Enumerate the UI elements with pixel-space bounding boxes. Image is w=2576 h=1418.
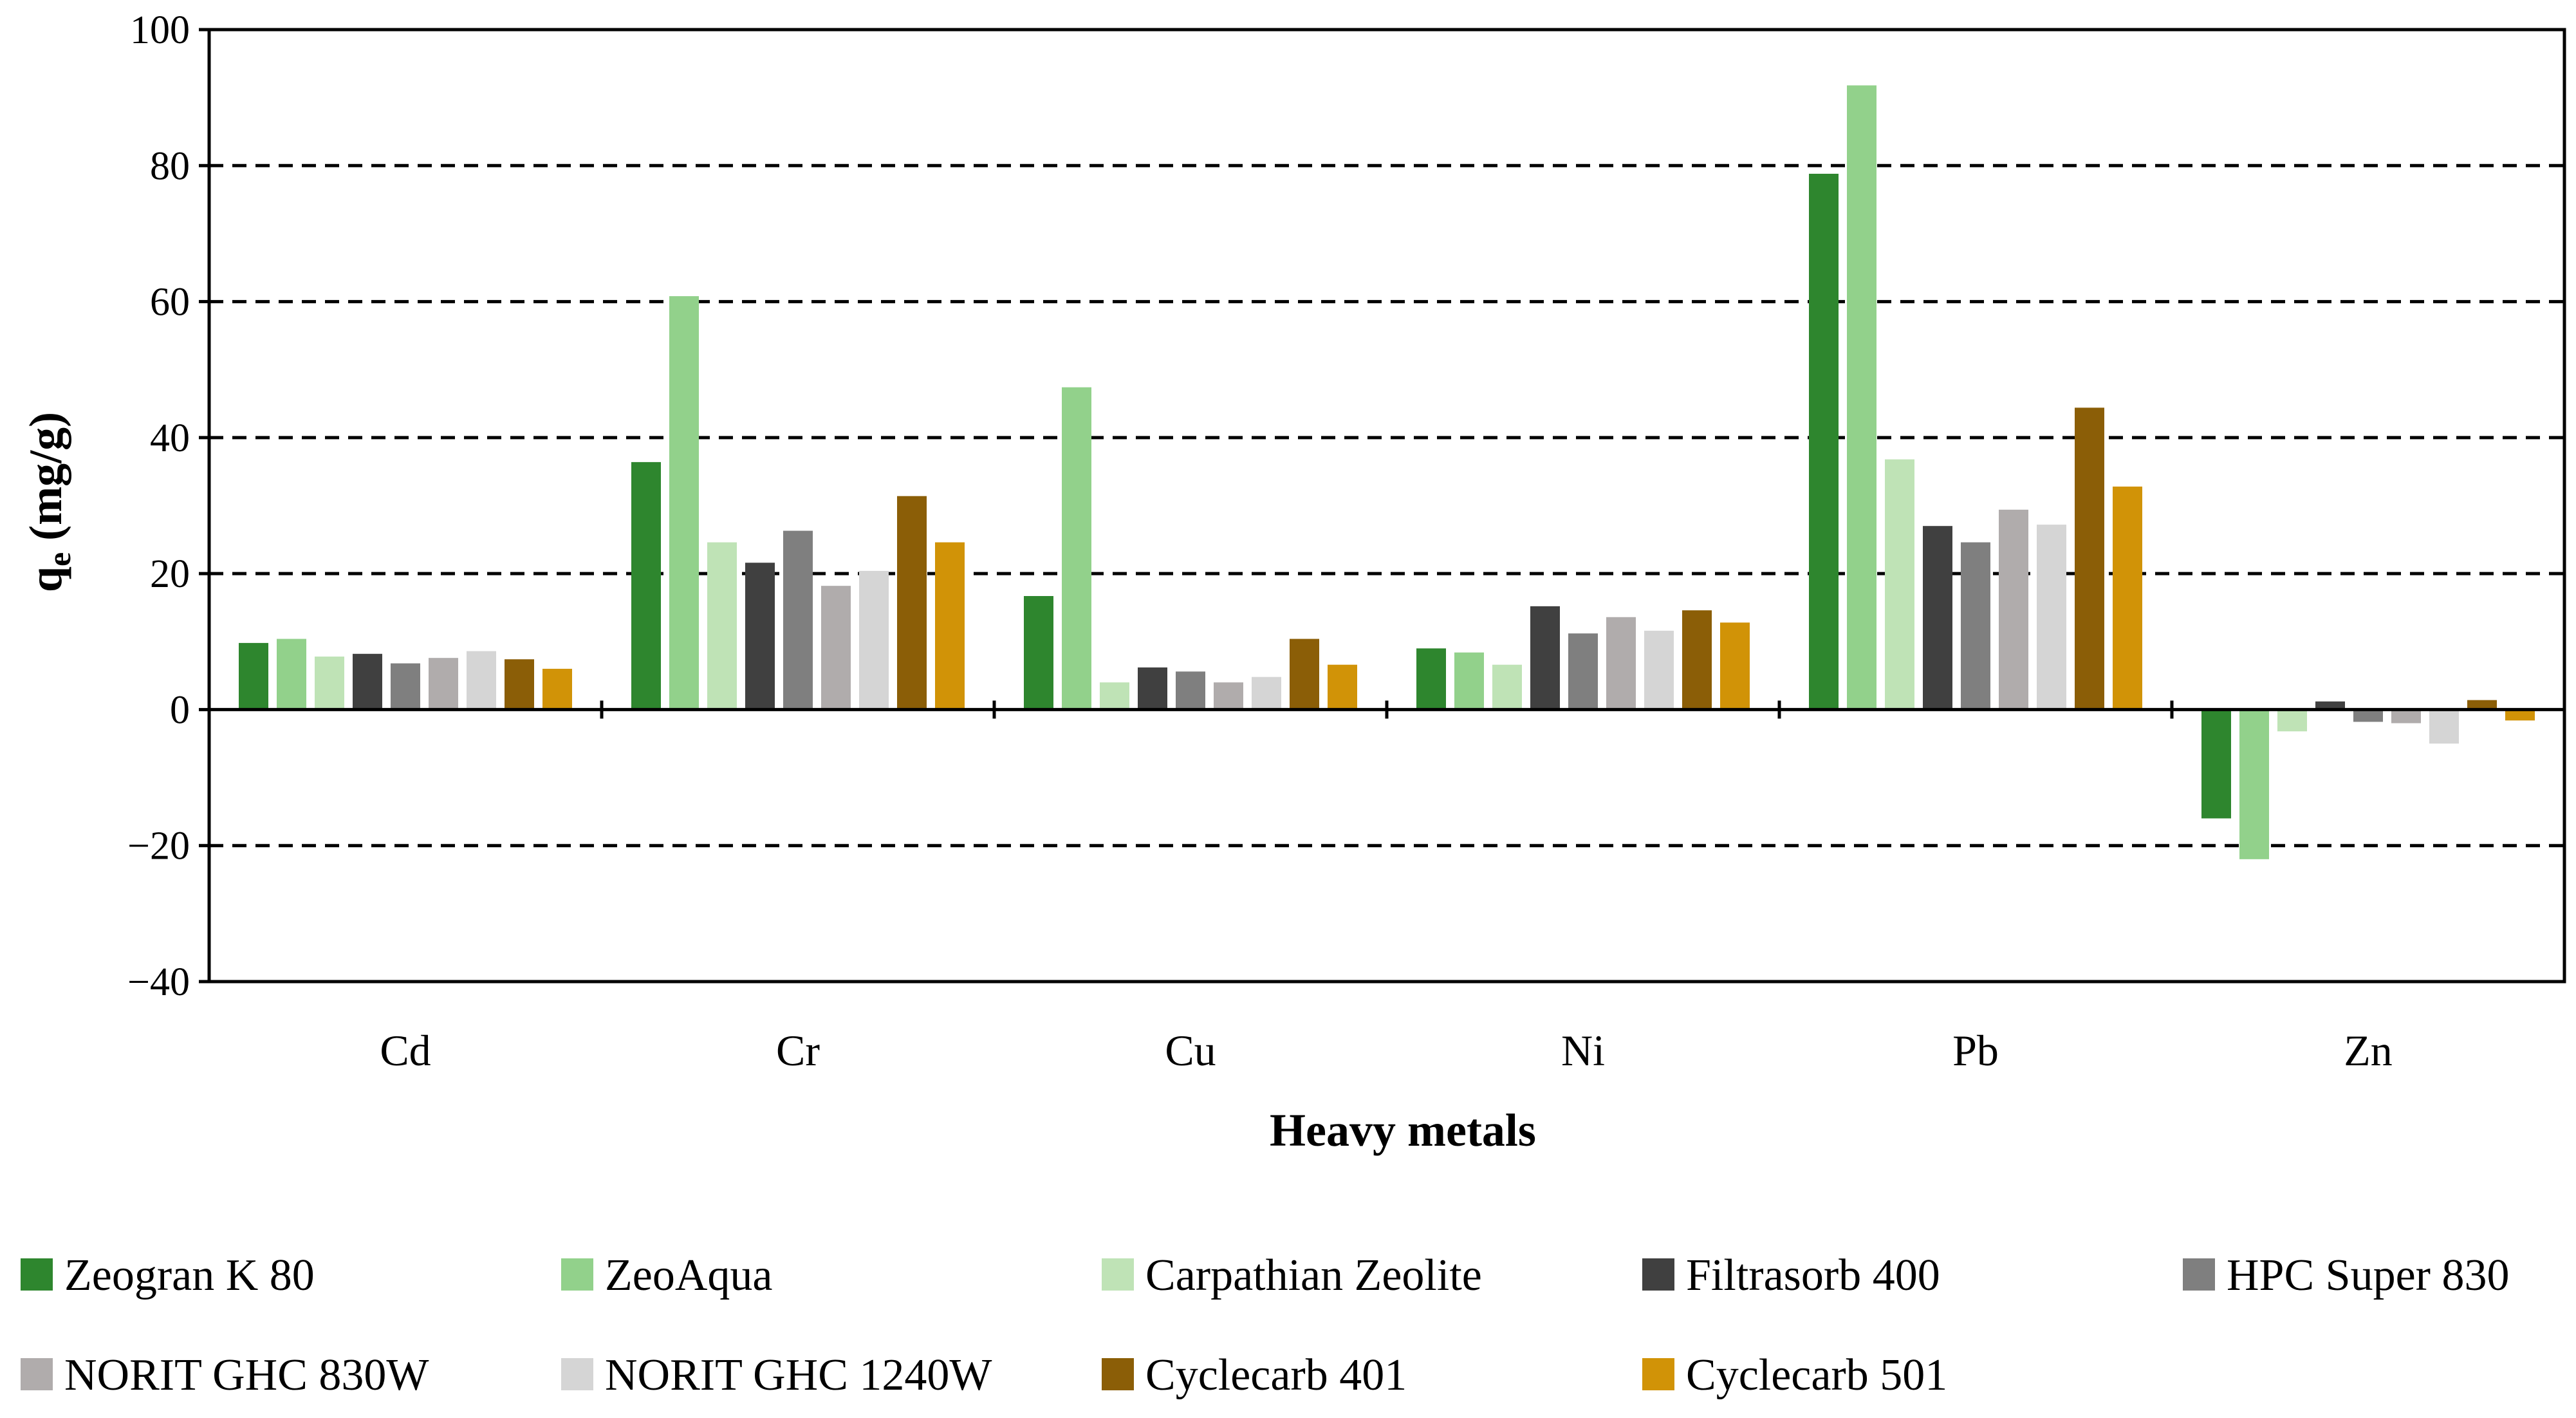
legend-swatch-7 — [1102, 1358, 1134, 1390]
x-category-label: Zn — [2344, 1026, 2393, 1075]
bar-Cd-7 — [505, 659, 534, 710]
bar-Zn-6 — [2429, 709, 2459, 744]
bar-Cd-5 — [429, 658, 458, 710]
legend-swatch-3 — [1642, 1258, 1674, 1291]
bar-Cu-6 — [1252, 676, 1281, 710]
bar-Zn-5 — [2391, 709, 2421, 723]
bar-Cd-3 — [353, 653, 382, 710]
y-tick-label: 80 — [150, 144, 190, 188]
bar-Zn-0 — [2201, 709, 2231, 819]
x-category-labels: Cd Cr Cu Ni Pb Zn — [380, 1026, 2392, 1075]
bar-Cu-8 — [1328, 664, 1357, 710]
bar-Cd-2 — [315, 657, 344, 710]
bar-Zn-1 — [2239, 709, 2269, 859]
legend-swatch-4 — [2183, 1258, 2215, 1291]
y-tick-label: 40 — [150, 416, 190, 460]
legend-swatch-6 — [561, 1358, 593, 1390]
y-tick-label: 60 — [150, 281, 190, 324]
y-axis-title-units: (mg/g) — [20, 412, 71, 552]
bar-Cd-0 — [239, 642, 268, 710]
legend-label-8: Cyclecarb 501 — [1686, 1350, 1947, 1400]
bar-Cr-8 — [935, 542, 965, 710]
legend-label-0: Zeogran K 80 — [64, 1251, 315, 1300]
bar-Ni-5 — [1606, 617, 1636, 710]
x-category-label: Pb — [1952, 1026, 1999, 1075]
legend-label-5: NORIT GHC 830W — [64, 1350, 429, 1400]
x-axis-title: Heavy metals — [1270, 1105, 1536, 1156]
legend-swatch-0 — [21, 1258, 53, 1291]
bar-Cu-0 — [1024, 596, 1053, 710]
bar-Pb-6 — [2037, 525, 2066, 710]
legend-label-2: Carpathian Zeolite — [1145, 1251, 1482, 1300]
legend-label-4: HPC Super 830 — [2227, 1251, 2509, 1300]
bar-Cr-7 — [897, 496, 927, 710]
legend-label-3: Filtrasorb 400 — [1686, 1251, 1940, 1300]
bar-Cr-6 — [859, 570, 889, 710]
bar-Cr-2 — [707, 542, 737, 710]
y-tick-label: −20 — [127, 825, 190, 868]
y-tick-label: 100 — [130, 8, 190, 52]
bar-Ni-8 — [1720, 622, 1750, 710]
y-tick-labels: −40 −20 0 20 40 60 80 100 — [127, 8, 190, 1004]
bar-Cd-1 — [277, 639, 306, 710]
bar-Pb-1 — [1847, 85, 1876, 710]
bar-Pb-5 — [1999, 509, 2028, 710]
axes — [199, 28, 2566, 984]
legend-label-1: ZeoAqua — [605, 1251, 772, 1300]
y-tick-label: 20 — [150, 552, 190, 596]
bar-Zn-8 — [2505, 709, 2535, 721]
x-category-label: Cd — [380, 1026, 431, 1075]
bar-Cu-7 — [1290, 639, 1319, 710]
x-category-label: Cu — [1165, 1026, 1216, 1075]
bar-Cr-4 — [783, 530, 813, 710]
bar-Ni-4 — [1568, 633, 1598, 710]
bar-Zn-4 — [2353, 709, 2383, 722]
bar-Ni-2 — [1492, 664, 1522, 710]
bar-Cu-5 — [1214, 682, 1243, 710]
x-category-label: Cr — [776, 1026, 820, 1075]
bar-Cu-3 — [1138, 667, 1167, 710]
bar-Cu-1 — [1062, 387, 1091, 710]
bar-Ni-6 — [1644, 630, 1674, 710]
y-axis-title: qe (mg/g) — [20, 412, 77, 592]
bar-Cr-0 — [631, 462, 661, 710]
legend-swatch-8 — [1642, 1358, 1674, 1390]
legend-swatch-5 — [21, 1358, 53, 1390]
bar-Cu-4 — [1176, 671, 1205, 710]
bar-Cr-3 — [745, 563, 775, 710]
bar-Cd-6 — [467, 651, 496, 710]
bar-Pb-2 — [1885, 459, 1914, 710]
legend-label-7: Cyclecarb 401 — [1145, 1350, 1407, 1400]
bar-Cu-2 — [1100, 682, 1129, 710]
bar-Zn-7 — [2467, 700, 2497, 710]
bar-Pb-0 — [1809, 173, 1839, 710]
bar-Pb-3 — [1923, 526, 1952, 710]
y-axis-title-subscript: e — [41, 552, 77, 566]
x-category-label: Ni — [1561, 1026, 1605, 1075]
bar-Ni-3 — [1530, 606, 1560, 710]
bar-Pb-4 — [1961, 542, 1990, 710]
bar-Cd-4 — [391, 663, 420, 710]
bar-Pb-7 — [2075, 407, 2104, 710]
bar-Ni-7 — [1682, 610, 1712, 710]
bar-Cr-1 — [669, 296, 699, 710]
bar-Zn-3 — [2315, 701, 2345, 710]
bar-Zn-2 — [2277, 709, 2307, 732]
y-tick-label: 0 — [170, 688, 190, 732]
y-tick-label: −40 — [127, 960, 190, 1004]
bar-Ni-1 — [1454, 652, 1484, 710]
bar-Ni-0 — [1416, 648, 1446, 710]
legend: Zeogran K 80 ZeoAqua Carpathian Zeolite Fil… — [21, 1251, 2509, 1400]
legend-swatch-2 — [1102, 1258, 1134, 1291]
legend-label-6: NORIT GHC 1240W — [605, 1350, 992, 1400]
bar-Cd-8 — [542, 669, 572, 710]
bars — [239, 85, 2535, 859]
bar-Pb-8 — [2113, 486, 2142, 710]
plot-frame — [207, 28, 2566, 984]
legend-swatch-1 — [561, 1258, 593, 1291]
bar-Cr-5 — [821, 586, 851, 710]
